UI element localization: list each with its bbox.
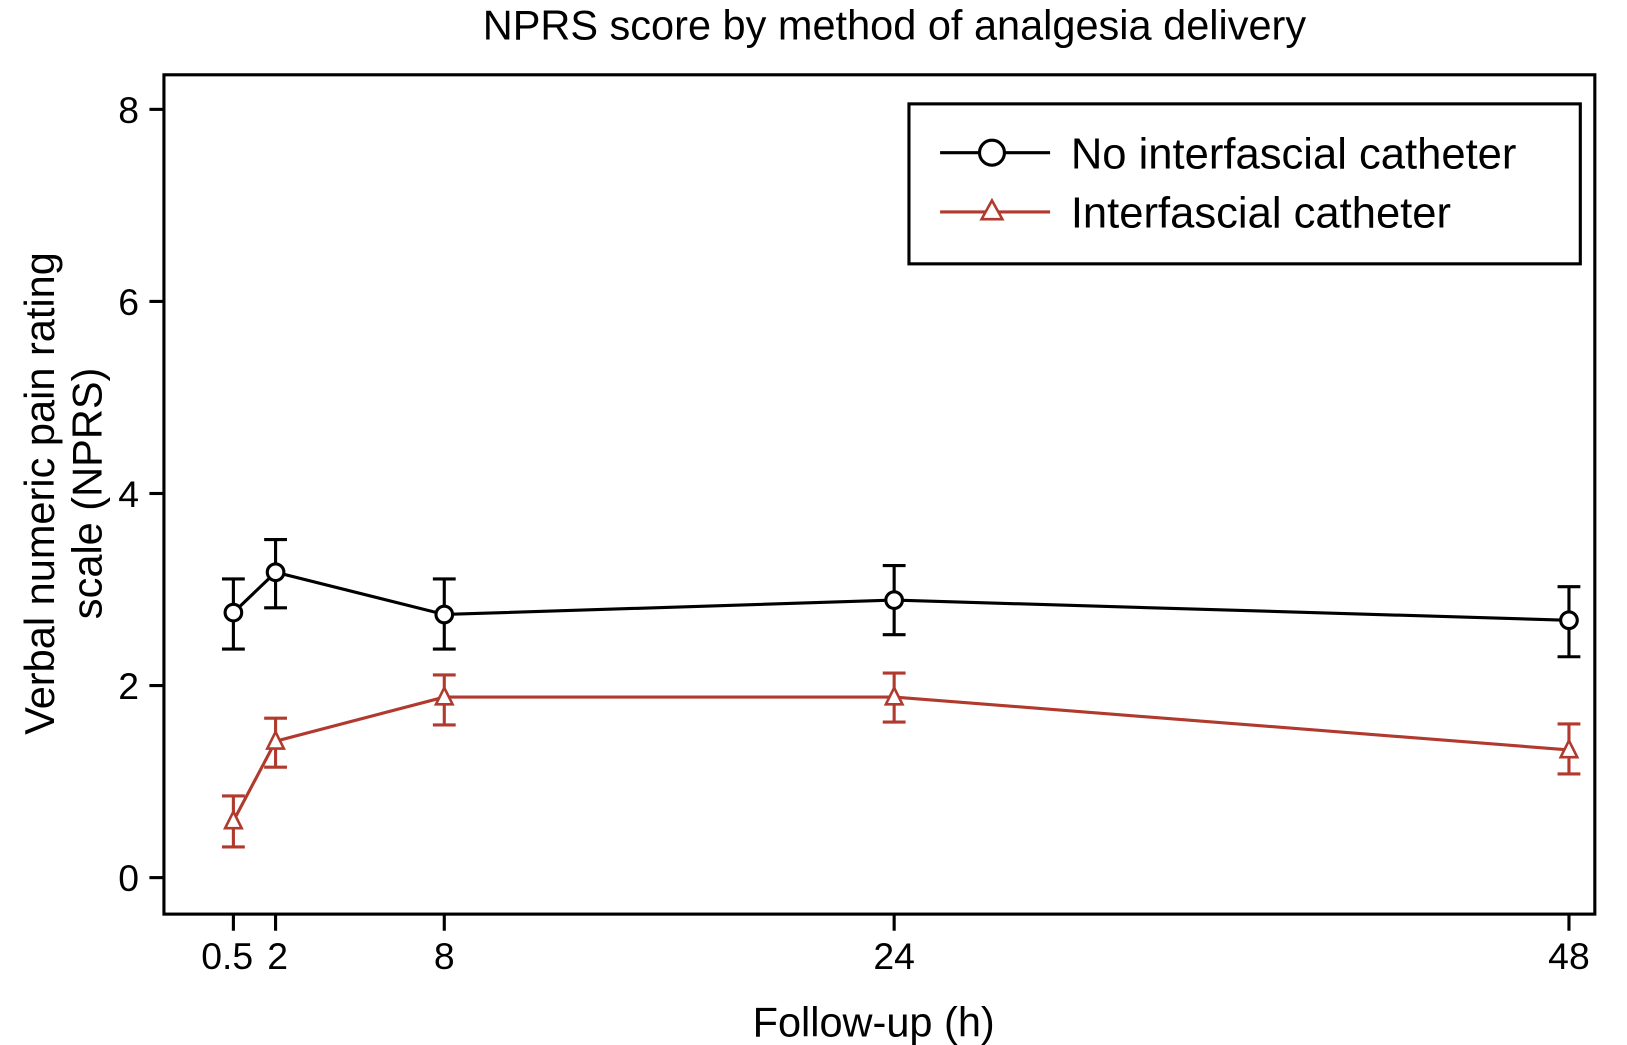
data-point-triangle <box>883 684 905 706</box>
data-point-circle <box>223 602 244 623</box>
y-tick-label: 4 <box>118 473 139 515</box>
y-axis-label-line-1: Verbal numeric pain rating <box>16 252 63 735</box>
x-tick-label: 2 <box>267 935 288 977</box>
legend-label: Interfascial catheter <box>1071 189 1451 237</box>
y-tick-label: 2 <box>118 665 139 707</box>
series-catheter <box>221 671 1581 849</box>
series-line <box>232 695 1570 822</box>
y-axis-label-line-2: scale (NPRS) <box>64 368 111 620</box>
legend-box <box>907 102 1582 266</box>
legend-triangle-icon <box>979 197 1005 221</box>
x-tick-label: 8 <box>434 935 455 977</box>
y-axis-label: Verbal numeric pain rating scale (NPRS) <box>16 252 111 735</box>
data-point-triangle <box>1558 737 1580 759</box>
data-point-circle <box>1559 610 1579 631</box>
x-tick-label: 48 <box>1548 935 1590 977</box>
data-point-triangle <box>433 684 455 706</box>
y-tick-label: 8 <box>118 89 139 131</box>
data-point-triangle <box>222 808 244 830</box>
y-tick-label: 6 <box>118 281 139 323</box>
legend-item: Interfascial catheter <box>940 189 1451 237</box>
x-tick-label: 24 <box>873 935 915 977</box>
x-axis: 0.5 2 8 24 48 <box>201 914 1590 977</box>
legend: No interfascial catheter Interfascial cat… <box>907 102 1582 266</box>
data-point-circle <box>265 562 286 583</box>
series-layer <box>221 538 1581 849</box>
y-tick-label: 0 <box>118 857 139 899</box>
chart-title: NPRS score by method of analgesia delive… <box>483 1 1307 48</box>
legend-circle-icon <box>977 138 1006 167</box>
data-point-circle <box>884 590 905 610</box>
legend-item: No interfascial catheter <box>940 130 1516 178</box>
series-no-catheter <box>221 538 1581 659</box>
data-point-circle <box>434 604 455 625</box>
legend-label: No interfascial catheter <box>1071 130 1517 178</box>
x-tick-label: 0.5 <box>201 935 253 977</box>
x-axis-label: Follow-up (h) <box>753 999 995 1045</box>
y-axis: 0 2 4 6 8 <box>118 89 164 899</box>
data-point-triangle <box>265 729 286 750</box>
